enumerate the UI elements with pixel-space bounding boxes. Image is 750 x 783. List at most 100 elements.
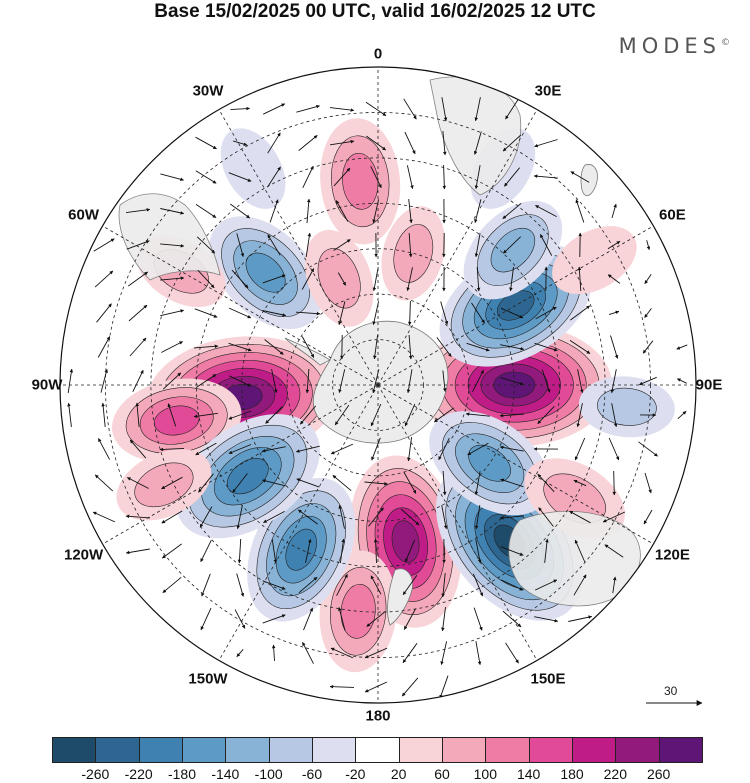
wind-vector-arrow <box>440 641 448 666</box>
wind-vector-arrow <box>442 130 447 156</box>
wind-vector-arrow <box>236 233 245 257</box>
wind-vector-arrow <box>67 368 74 393</box>
wind-vector-arrow <box>611 203 617 219</box>
wind-vector-arrow <box>467 442 489 456</box>
logo-mark: © <box>721 38 730 48</box>
wind-vector-arrow <box>160 173 184 182</box>
wind-vector-arrow <box>602 511 626 523</box>
modes-logo: MODES© <box>619 34 730 58</box>
wind-vector-arrow <box>370 403 382 427</box>
wind-vector-arrow <box>92 511 116 523</box>
map-disk <box>60 67 696 703</box>
wind-vector-arrow <box>439 675 449 699</box>
colorbar-tick-label: -180 <box>167 766 197 782</box>
wind-vector-arrow <box>195 170 217 184</box>
wind-vector-arrow <box>262 580 286 590</box>
wind-vector-arrow <box>372 267 379 292</box>
wind-vector-arrow <box>162 576 182 594</box>
wind-vector-arrow <box>368 507 384 527</box>
colorbar-tick-label: 260 <box>646 766 671 782</box>
wind-vector-arrow <box>568 615 593 622</box>
colorbar-cell <box>312 737 357 763</box>
wind-vector-arrow <box>234 609 246 629</box>
polar-map <box>59 66 697 704</box>
wind-vector-arrow <box>499 515 524 520</box>
wind-vector-arrow <box>544 538 549 563</box>
wind-vector-arrow <box>295 445 320 453</box>
wind-vector-arrow <box>271 644 276 662</box>
wind-vector-arrow <box>161 510 183 524</box>
wind-vector-arrow <box>129 439 147 459</box>
wind-vector-arrow <box>230 203 250 219</box>
wind-vector-arrow <box>305 538 312 563</box>
wind-vector-arrow <box>167 403 177 427</box>
wind-vector-arrow <box>574 539 586 563</box>
meridian-line <box>377 384 654 545</box>
anomaly-contour <box>552 226 637 295</box>
wind-vector-arrow <box>502 610 522 628</box>
wind-vector-arrow <box>125 548 150 555</box>
longitude-label: 30E <box>534 82 562 100</box>
wind-vector-arrow <box>267 166 281 188</box>
wind-vector-arrow <box>472 369 484 392</box>
wind-vector-arrow <box>404 539 416 563</box>
wind-vector-arrow <box>128 304 148 322</box>
colorbar-tick-label: -20 <box>345 766 366 782</box>
wind-vector-arrow <box>271 539 278 564</box>
wind-vector-arrow <box>404 403 416 427</box>
wind-vector-arrow <box>333 239 351 251</box>
wind-vector-arrow <box>537 473 555 493</box>
wind-vector-arrow <box>160 208 185 215</box>
colorbar-cell <box>225 737 270 763</box>
wind-vector-arrow <box>338 504 345 529</box>
anomaly-contour <box>490 227 536 273</box>
wind-vector-arrow <box>505 642 519 664</box>
wind-vector-arrow <box>509 267 514 292</box>
wind-vector-arrow <box>334 404 350 426</box>
wind-vector-arrow <box>607 274 621 284</box>
wind-vector-arrow <box>442 164 447 190</box>
wind-vector-arrow <box>538 507 554 527</box>
anomaly-contour <box>468 444 511 482</box>
wind-vector-arrow <box>298 509 318 525</box>
wind-vector-arrow <box>442 370 447 392</box>
wind-vector-arrow <box>338 301 346 325</box>
colorbar-cell <box>485 737 530 763</box>
wind-vector-arrow <box>612 470 617 496</box>
wind-vector-arrow <box>228 172 252 182</box>
wind-vector-arrow <box>262 479 286 487</box>
wind-vector-arrow <box>573 574 587 596</box>
wind-vector-arrow <box>261 446 286 453</box>
anomaly-contour <box>597 387 657 426</box>
wind-vector-arrow <box>441 607 446 632</box>
wind-vector-arrow <box>195 374 217 388</box>
wind-vector-arrow <box>574 437 586 461</box>
latitude-circle <box>241 248 515 522</box>
wind-vector-arrow <box>228 410 252 420</box>
land-masses <box>118 76 641 626</box>
meridian-line <box>377 109 538 386</box>
wind-vector-arrow <box>299 405 317 425</box>
wind-vector-arrow <box>569 510 591 524</box>
wind-vector-arrow <box>604 544 624 558</box>
wind-vector-arrow <box>195 136 217 150</box>
wind-vector-arrow <box>366 611 386 627</box>
wind-vector-arrow <box>646 240 651 251</box>
wind-vector-arrow <box>534 579 558 591</box>
wind-vector-arrow <box>404 131 416 155</box>
wind-vector-arrow <box>296 104 320 113</box>
wind-vector-arrow <box>94 474 114 492</box>
reference-vector-label: 30 <box>664 684 678 698</box>
wind-vector-arrow <box>96 303 112 323</box>
wind-vector-arrow <box>267 132 281 154</box>
colorbar-cell <box>398 737 443 763</box>
wind-vector-arrow <box>97 336 111 358</box>
wind-vector-arrow <box>500 344 525 351</box>
meridian-line <box>218 384 379 661</box>
wind-vector-arrow <box>330 443 354 455</box>
wind-vector-arrow <box>229 375 252 387</box>
longitude-label: 0 <box>373 45 383 63</box>
wind-vector-arrow <box>577 266 582 292</box>
wind-vector-arrow <box>93 238 115 252</box>
wind-vector-arrow <box>94 270 114 288</box>
